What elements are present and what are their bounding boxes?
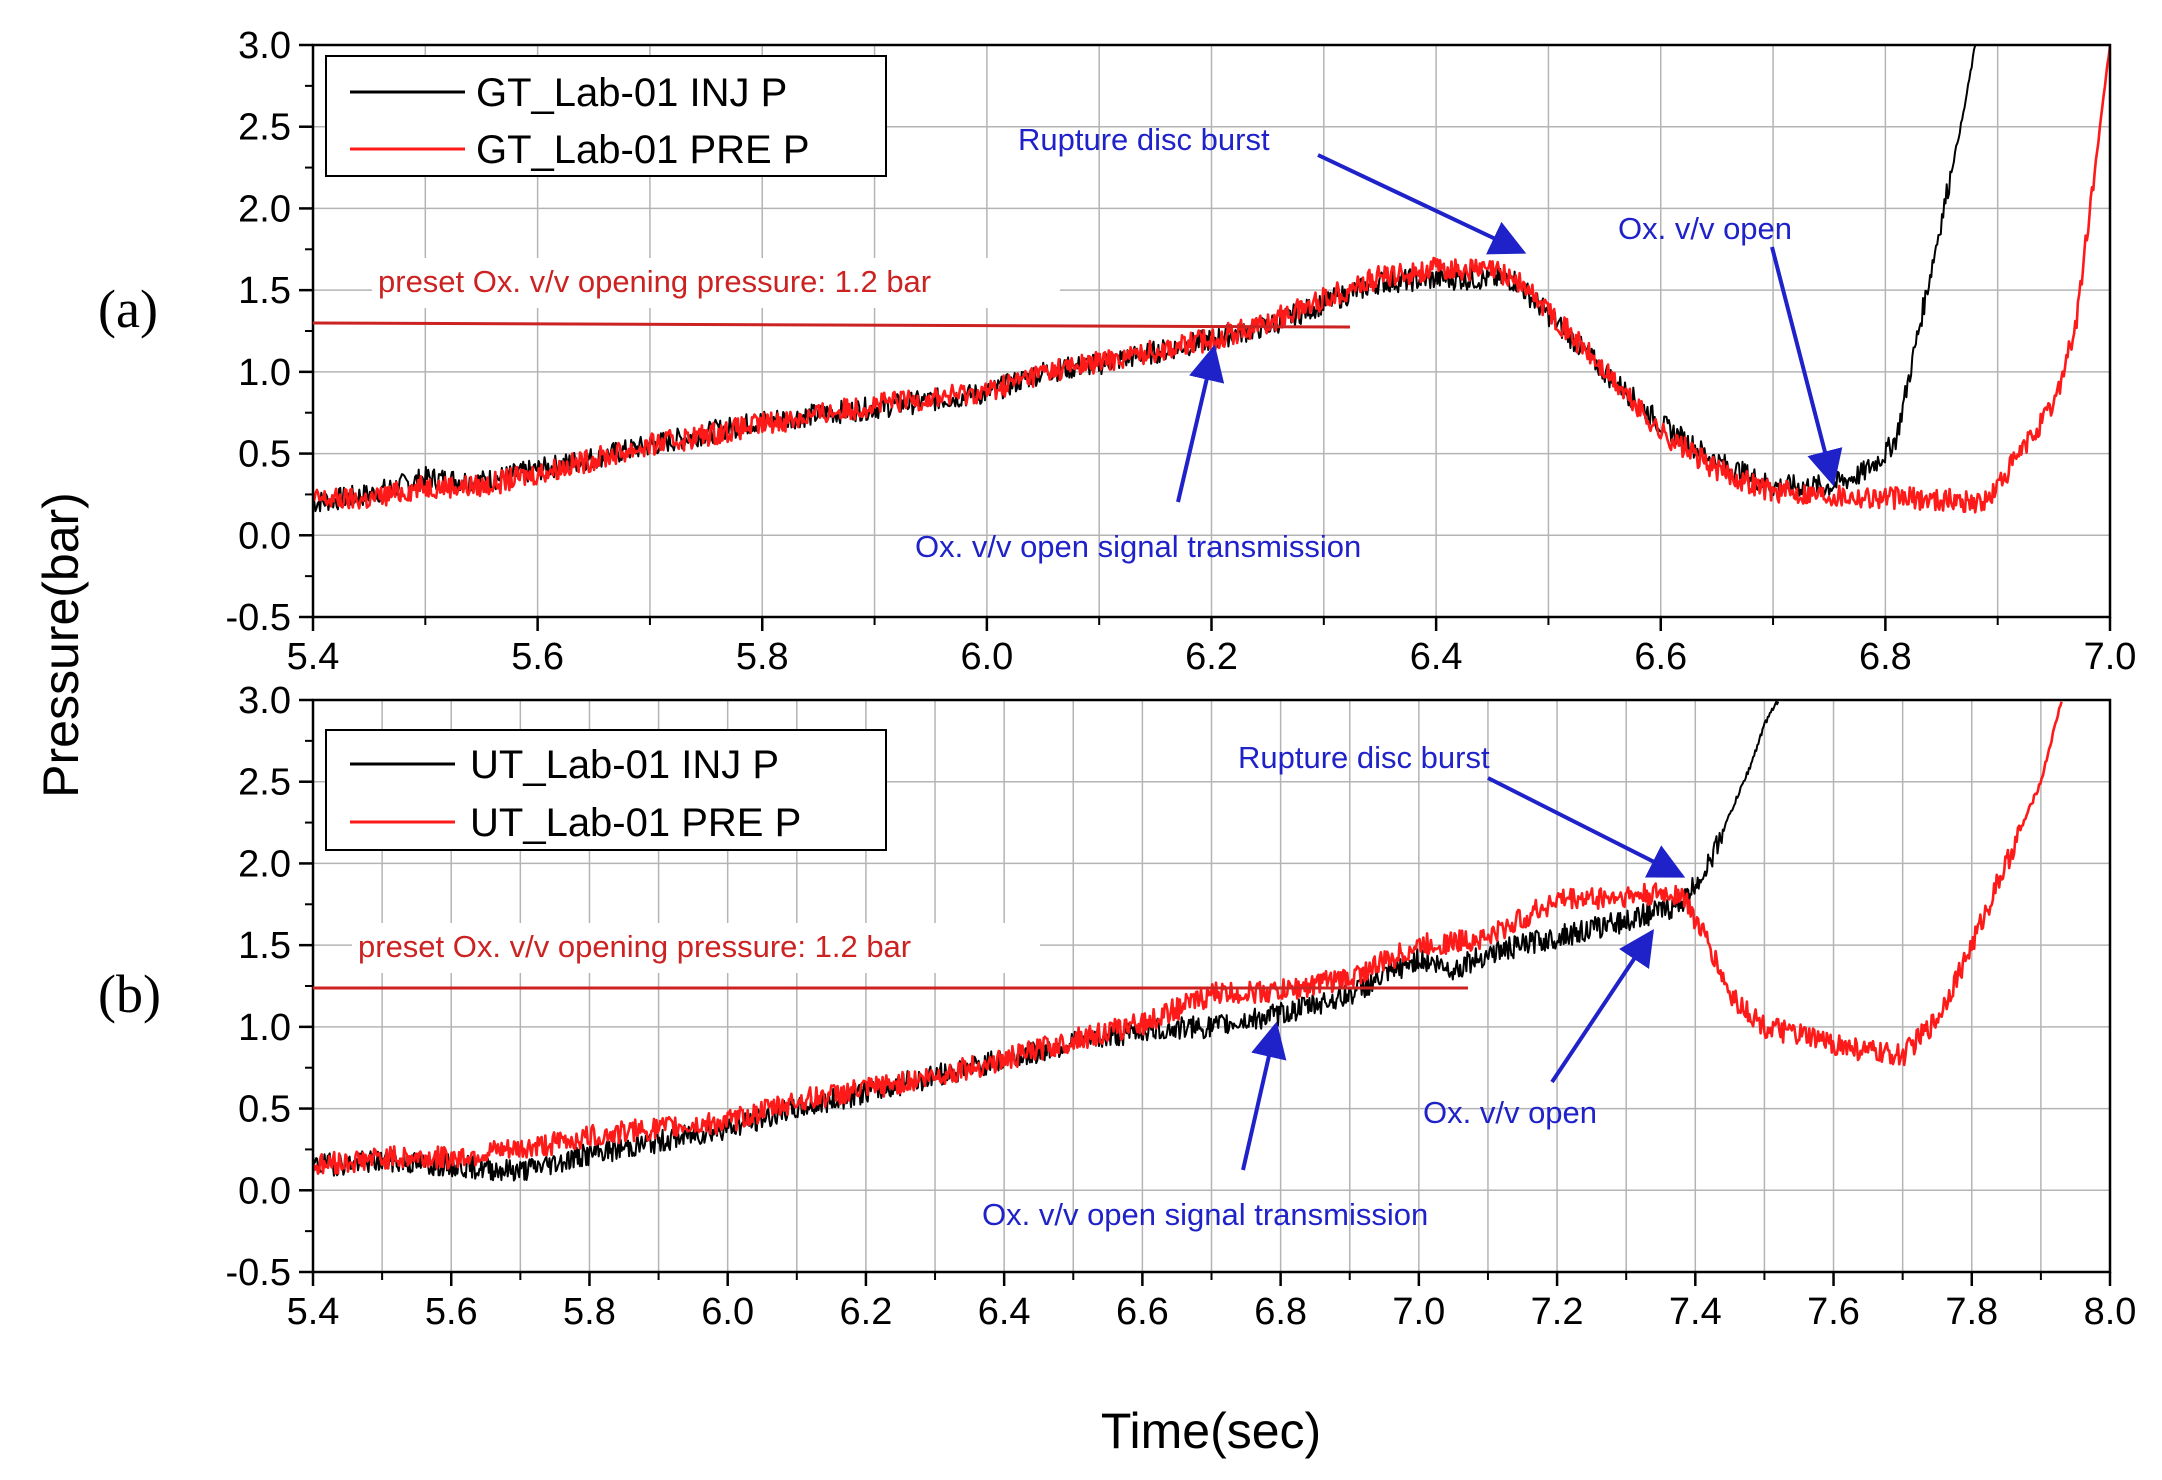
panel-a-ticks: 5.4 5.6 5.8 6.0 6.2 6.4 6.6 6.8 7.0 -0.5 0.0 0.5 1.0…: [226, 25, 2137, 678]
y-tick-label: 1.0: [238, 1007, 291, 1049]
annotation-arrow: [1487, 776, 1686, 878]
x-tick-label: 6.8: [1254, 1291, 1307, 1333]
series-line-red: [313, 701, 2063, 1175]
series-line-black: [313, 700, 1780, 1182]
y-tick-label: 3.0: [238, 25, 291, 67]
annotation-arrow: [1770, 246, 1843, 487]
x-tick-label: 6.2: [1185, 636, 1238, 678]
annotation-label: Ox. v/v open signal transmission: [915, 529, 1361, 564]
panel-b-threshold-label-bg: [352, 923, 1040, 973]
annotation-label: Rupture disc burst: [1238, 740, 1490, 775]
x-tick-label: 7.0: [2084, 636, 2137, 678]
x-tick-label: 5.6: [511, 636, 564, 678]
x-tick-label: 6.0: [960, 636, 1013, 678]
panel-b-grid: [313, 700, 2110, 1272]
x-tick-label: 7.6: [1807, 1291, 1860, 1333]
y-tick-label: -0.5: [226, 1252, 291, 1294]
panel-b: 5.4 5.6 5.8 6.0 6.2 6.4 6.6 6.8 7.0 7.2 7.4 7.6 7.8 8…: [98, 680, 2136, 1333]
x-tick-label: 6.2: [840, 1291, 893, 1333]
x-tick-label: 5.8: [563, 1291, 616, 1333]
y-tick-label: -0.5: [226, 597, 291, 639]
annotation-label: Ox. v/v open: [1423, 1095, 1597, 1130]
panel-a-threshold-label: preset Ox. v/v opening pressure: 1.2 bar: [378, 264, 931, 299]
panel-b-lines: [313, 700, 2063, 1182]
x-tick-label: 5.6: [425, 1291, 478, 1333]
annotation-arrow: [1176, 344, 1225, 503]
legend-label: GT_Lab-01 INJ P: [476, 71, 787, 115]
y-tick-label: 3.0: [238, 680, 291, 722]
series-line-red: [313, 45, 2110, 514]
annotation-arrow: [1241, 1021, 1287, 1171]
y-axis-title: Pressure(bar): [33, 492, 89, 798]
x-tick-label: 6.6: [1634, 636, 1687, 678]
legend-label: UT_Lab-01 PRE P: [470, 801, 801, 845]
panel-label: (a): [98, 279, 158, 339]
y-tick-label: 0.0: [238, 515, 291, 557]
x-tick-label: 5.4: [287, 636, 340, 678]
y-tick-label: 0.5: [238, 1089, 291, 1131]
annotation-arrow: [1550, 929, 1654, 1084]
panel-a-threshold-line: [312, 321, 1351, 329]
x-tick-label: 6.8: [1859, 636, 1912, 678]
y-tick-label: 2.0: [238, 188, 291, 230]
panel-b-legend: UT_Lab-01 INJ P UT_Lab-01 PRE P: [325, 729, 887, 851]
annotation-arrow: [1317, 153, 1527, 255]
panel-label: (b): [98, 964, 161, 1024]
x-tick-label: 6.4: [978, 1291, 1031, 1333]
panel-a-legend: GT_Lab-01 INJ P GT_Lab-01 PRE P: [325, 55, 887, 177]
y-tick-label: 0.5: [238, 434, 291, 476]
panel-a-frame: [311, 43, 2112, 619]
y-tick-label: 2.5: [238, 107, 291, 149]
x-tick-label: 6.0: [701, 1291, 754, 1333]
y-tick-label: 1.5: [238, 270, 291, 312]
x-axis-title: Time(sec): [1101, 1403, 1321, 1459]
y-tick-label: 2.5: [238, 762, 291, 804]
x-tick-label: 8.0: [2084, 1291, 2137, 1333]
y-tick-label: 0.0: [238, 1170, 291, 1212]
y-tick-label: 1.0: [238, 352, 291, 394]
x-tick-label: 6.6: [1116, 1291, 1169, 1333]
panel-a-lines: [313, 45, 2110, 514]
y-tick-label: 1.5: [238, 925, 291, 967]
x-tick-label: 6.4: [1410, 636, 1463, 678]
panel-b-frame: [311, 698, 2112, 1274]
x-tick-label: 5.4: [287, 1291, 340, 1333]
x-tick-label: 7.4: [1669, 1291, 1722, 1333]
legend-label: UT_Lab-01 INJ P: [470, 743, 779, 787]
panel-a-threshold-label-bg: [372, 258, 1060, 308]
legend-label: GT_Lab-01 PRE P: [476, 128, 810, 172]
x-tick-label: 7.2: [1531, 1291, 1584, 1333]
x-tick-label: 7.0: [1392, 1291, 1445, 1333]
x-tick-label: 7.8: [1945, 1291, 1998, 1333]
panel-a: 5.4 5.6 5.8 6.0 6.2 6.4 6.6 6.8 7.0 -0.5 0.0 0.5 1.0…: [98, 25, 2136, 678]
annotation-label: Rupture disc burst: [1018, 122, 1270, 157]
annotation-label: Ox. v/v open signal transmission: [982, 1197, 1428, 1232]
annotation-label: Ox. v/v open: [1618, 211, 1792, 246]
panel-b-ticks: 5.4 5.6 5.8 6.0 6.2 6.4 6.6 6.8 7.0 7.2 7.4 7.6 7.8 8…: [226, 680, 2137, 1333]
panel-b-threshold-label: preset Ox. v/v opening pressure: 1.2 bar: [358, 929, 911, 964]
y-tick-label: 2.0: [238, 843, 291, 885]
x-tick-label: 5.8: [736, 636, 789, 678]
